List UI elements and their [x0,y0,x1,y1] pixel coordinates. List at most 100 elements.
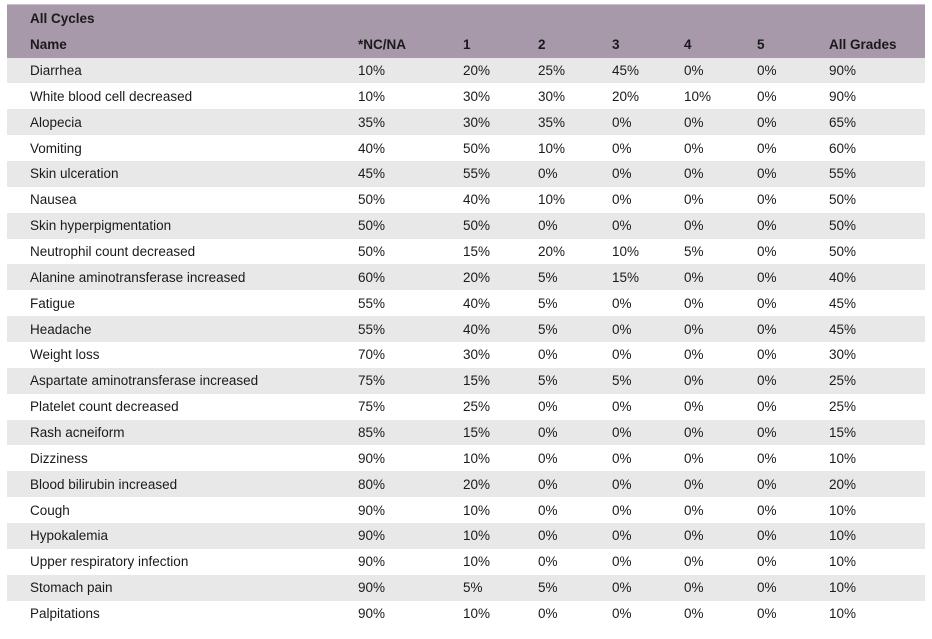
cell-name: Nausea [30,192,77,208]
cell-value: 0% [676,109,749,136]
cell-value: 25% [829,399,857,415]
cell-value: 0% [604,109,676,136]
cell-value: 90% [358,554,386,570]
cell-value: 0% [612,502,632,518]
cell-value: 0% [757,140,777,156]
page: All Cycles Name *NC/NA 1 2 3 4 5 All Grades Dia… [7,4,926,627]
table-body: Diarrhea 10% 20% 25% 45% 0% 0% 90% White blood c… [7,57,926,627]
cell-value: 50% [350,212,455,239]
cell-name: Cough [30,502,70,518]
cell-value: 85% [350,419,455,446]
cell-value: 50% [821,212,926,239]
cell-value: 50% [463,140,491,156]
cell-value: 0% [749,471,821,498]
table-row: Stomach pain 90% 5% 5% 0% 0% 0% 10% [7,574,926,601]
cell-value: 0% [676,316,749,342]
cell-value: 10% [455,522,530,549]
cell-value: 0% [604,160,676,187]
adverse-events-table: All Cycles Name *NC/NA 1 2 3 4 5 All Grades Dia… [7,4,926,627]
table-row: Rash acneiform 85% 15% 0% 0% 0% 0% 15% [7,419,926,446]
cell-value: 0% [749,367,821,394]
cell-value: 0% [757,192,777,208]
cell-value: 5% [684,243,704,259]
cell-value: 0% [684,450,704,466]
table-row: Dizziness 90% 10% 0% 0% 0% 0% 10% [7,445,925,471]
cell-value: 0% [538,554,558,570]
cell-value: 30% [463,88,491,104]
cell-name: Platelet count decreased [30,399,179,415]
cell-value: 40% [358,140,386,156]
column-header-all-grades: All Grades [821,31,926,58]
table-row: Vomiting 40% 50% 10% 0% 0% 0% 60% [7,135,925,161]
table-row: Fatigue 55% 40% 5% 0% 0% 0% 45% [7,290,925,316]
cell-name: Weight loss [30,347,100,363]
cell-value: 0% [612,192,632,208]
cell-value: 25% [530,57,604,84]
cell-value: 0% [757,605,777,621]
column-header-4: 4 [676,31,749,58]
cell-value: 10% [463,502,491,518]
table-title-row: All Cycles [7,4,926,32]
cell-value: 15% [455,419,530,446]
cell-name: Palpitations [30,605,100,621]
cell-value: 10% [684,88,712,104]
cell-value: 40% [821,264,926,291]
cell-value: 60% [829,140,857,156]
cell-value: 45% [604,57,676,84]
cell-value: 25% [463,399,491,415]
cell-value: 0% [684,554,704,570]
cell-name: Neutrophil count decreased [30,243,196,259]
cell-value: 10% [821,522,926,549]
cell-value: 0% [684,347,704,363]
cell-name: Aspartate aminotransferase increased [7,367,350,394]
cell-value: 0% [612,295,632,311]
cell-value: 40% [463,192,491,208]
cell-value: 0% [604,419,676,446]
cell-value: 90% [358,502,386,518]
cell-value: 0% [604,522,676,549]
cell-value: 50% [829,192,857,208]
table-row: Alopecia 35% 30% 35% 0% 0% 0% 65% [7,109,926,136]
cell-value: 15% [463,243,491,259]
table-row: Palpitations 90% 10% 0% 0% 0% 0% 10% [7,601,925,627]
cell-value: 0% [612,347,632,363]
cell-value: 55% [821,160,926,187]
cell-value: 35% [530,109,604,136]
column-header-name: Name [7,31,350,58]
cell-value: 60% [350,264,455,291]
table-row: Weight loss 70% 30% 0% 0% 0% 0% 30% [7,342,925,368]
cell-value: 0% [604,212,676,239]
cell-value: 0% [757,450,777,466]
cell-value: 20% [538,243,566,259]
cell-value: 0% [749,522,821,549]
cell-value: 10% [463,554,491,570]
table-row: Cough 90% 10% 0% 0% 0% 0% 10% [7,497,925,523]
cell-value: 45% [821,316,926,342]
cell-value: 10% [538,192,566,208]
cell-value: 0% [757,88,777,104]
cell-value: 10% [821,574,926,601]
cell-name: Fatigue [30,295,76,311]
cell-name: White blood cell decreased [30,88,193,104]
cell-value: 0% [676,212,749,239]
cell-value: 0% [684,192,704,208]
cell-name: Stomach pain [7,574,350,601]
cell-value: 0% [684,399,704,415]
cell-value: 0% [538,450,558,466]
cell-value: 55% [350,316,455,342]
cell-value: 90% [350,522,455,549]
cell-value: 70% [358,347,386,363]
cell-value: 5% [530,264,604,291]
cell-value: 45% [350,160,455,187]
cell-value: 0% [676,471,749,498]
cell-value: 0% [749,57,821,84]
cell-value: 0% [749,109,821,136]
cell-value: 0% [538,502,558,518]
column-header-3: 3 [604,31,676,58]
cell-value: 0% [538,605,558,621]
table-row: Neutrophil count decreased 50% 15% 20% 10% 5%… [7,239,925,265]
cell-value: 0% [757,295,777,311]
cell-value: 0% [676,574,749,601]
cell-value: 10% [829,450,857,466]
cell-name: Hypokalemia [7,522,350,549]
